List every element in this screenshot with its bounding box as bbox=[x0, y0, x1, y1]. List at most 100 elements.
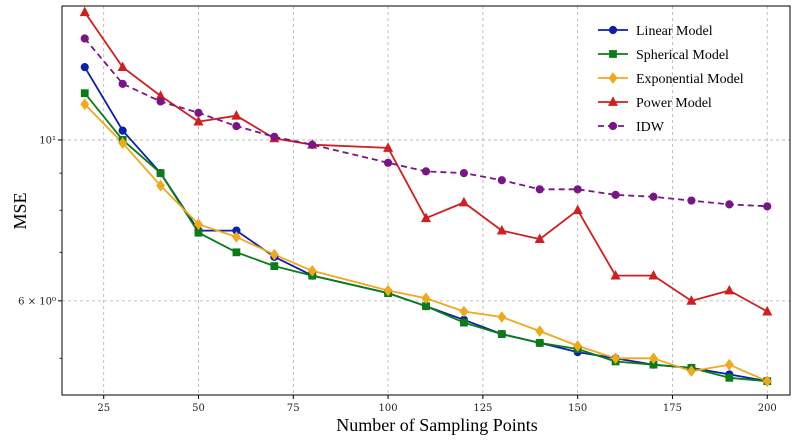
data-point-spherical-model bbox=[80, 89, 89, 98]
data-point-idw bbox=[156, 97, 165, 106]
data-point-exponential-model bbox=[383, 284, 393, 297]
legend: Linear Model Spherical Model Exponential M… bbox=[598, 24, 744, 135]
data-point-power-model bbox=[496, 224, 507, 235]
legend-item-linear-model: Linear Model bbox=[598, 24, 713, 39]
data-point-exponential-model bbox=[194, 218, 203, 231]
data-point-power-model bbox=[117, 61, 128, 72]
data-point-exponential-model bbox=[535, 325, 545, 337]
data-point-idw bbox=[421, 167, 431, 176]
data-point-idw bbox=[649, 192, 658, 201]
legend-marker bbox=[609, 50, 617, 58]
series-lines bbox=[84, 11, 768, 383]
legend-item-spherical-model: Spherical Model bbox=[598, 48, 729, 63]
data-point-power-model bbox=[231, 110, 242, 120]
legend-item-idw: IDW bbox=[598, 120, 665, 135]
data-point-exponential-model bbox=[573, 340, 583, 352]
data-point-linear-model bbox=[118, 126, 127, 135]
data-point-spherical-model bbox=[460, 318, 468, 327]
data-point-idw bbox=[611, 190, 620, 199]
y-tick-label: 6 × 10⁰ bbox=[18, 296, 56, 307]
data-point-exponential-model bbox=[686, 365, 696, 377]
data-point-power-model bbox=[534, 233, 545, 243]
data-point-idw bbox=[232, 121, 241, 131]
series-points-idw bbox=[80, 34, 772, 211]
data-point-idw bbox=[763, 202, 772, 211]
data-point-spherical-model bbox=[535, 339, 544, 347]
legend-label: Power Model bbox=[636, 96, 712, 111]
x-tick-label: 100 bbox=[379, 403, 398, 414]
legend-item-power-model: Power Model bbox=[598, 96, 712, 111]
legend-label: Linear Model bbox=[636, 24, 713, 39]
series-line-exponential-model bbox=[84, 103, 768, 383]
data-point-idw bbox=[308, 140, 317, 149]
data-point-exponential-model bbox=[80, 98, 90, 111]
data-point-power-model bbox=[762, 305, 773, 316]
data-point-power-model bbox=[724, 284, 735, 295]
legend-marker bbox=[608, 25, 618, 35]
plot-frame bbox=[61, 5, 791, 396]
data-point-spherical-model bbox=[725, 373, 734, 382]
series-line-idw bbox=[84, 37, 768, 208]
legend-label: Spherical Model bbox=[636, 48, 729, 63]
data-point-power-model bbox=[193, 115, 204, 126]
x-tick-label: 150 bbox=[568, 403, 587, 414]
x-tick-label: 50 bbox=[192, 403, 205, 414]
data-point-idw bbox=[80, 34, 89, 43]
data-point-idw bbox=[725, 200, 734, 209]
series-line-power-model bbox=[84, 11, 768, 313]
y-axis-ticks: 10¹ 6 × 10⁰ bbox=[18, 135, 62, 359]
data-point-exponential-model bbox=[724, 358, 734, 371]
data-point-power-model bbox=[383, 142, 394, 152]
x-tick-label: 200 bbox=[758, 403, 777, 414]
x-tick-label: 25 bbox=[97, 403, 110, 414]
data-point-idw bbox=[118, 79, 127, 88]
data-point-exponential-model bbox=[156, 179, 166, 192]
data-point-spherical-model bbox=[156, 169, 165, 178]
grid bbox=[62, 6, 790, 395]
data-point-spherical-model bbox=[194, 228, 203, 237]
data-point-exponential-model bbox=[118, 137, 128, 149]
data-point-linear-model bbox=[80, 63, 89, 72]
x-tick-label: 75 bbox=[287, 403, 300, 414]
data-point-power-model bbox=[572, 204, 583, 215]
data-point-exponential-model bbox=[497, 311, 507, 323]
data-point-exponential-model bbox=[459, 305, 469, 318]
x-axis-ticks: 25 50 75 100 125 150 175 200 bbox=[97, 395, 777, 414]
data-point-exponential-model bbox=[762, 375, 772, 387]
x-axis-title: Number of Sampling Points bbox=[336, 415, 538, 435]
y-tick-label: 10¹ bbox=[39, 135, 56, 146]
legend-marker bbox=[608, 121, 618, 131]
data-point-power-model bbox=[610, 269, 621, 280]
data-point-power-model bbox=[79, 6, 90, 17]
data-point-exponential-model bbox=[231, 231, 241, 243]
data-point-power-model bbox=[686, 295, 697, 305]
data-point-idw bbox=[459, 169, 469, 178]
data-point-exponential-model bbox=[611, 352, 621, 365]
x-tick-label: 125 bbox=[473, 403, 492, 414]
data-point-idw bbox=[270, 132, 279, 141]
data-point-power-model bbox=[420, 212, 432, 223]
data-point-exponential-model bbox=[269, 248, 279, 261]
legend-label: IDW bbox=[636, 120, 665, 135]
data-point-idw bbox=[383, 158, 393, 167]
x-tick-label: 175 bbox=[663, 403, 682, 414]
data-point-exponential-model bbox=[421, 292, 431, 305]
data-point-exponential-model bbox=[649, 352, 658, 365]
data-point-exponential-model bbox=[307, 265, 317, 277]
legend-label: Exponential Model bbox=[636, 72, 744, 87]
data-point-spherical-model bbox=[232, 248, 241, 257]
data-point-idw bbox=[687, 196, 696, 205]
data-point-idw bbox=[573, 185, 582, 194]
data-point-power-model bbox=[648, 269, 659, 280]
data-point-spherical-model bbox=[497, 330, 506, 338]
series-points-spherical-model bbox=[80, 89, 772, 386]
data-point-idw bbox=[194, 108, 203, 117]
legend-item-exponential-model: Exponential Model bbox=[598, 72, 744, 87]
legend-marker bbox=[608, 72, 618, 84]
data-point-idw bbox=[535, 185, 544, 194]
series-line-spherical-model bbox=[84, 92, 768, 383]
data-point-spherical-model bbox=[270, 262, 279, 271]
data-point-power-model bbox=[458, 196, 469, 207]
data-point-idw bbox=[497, 176, 506, 185]
